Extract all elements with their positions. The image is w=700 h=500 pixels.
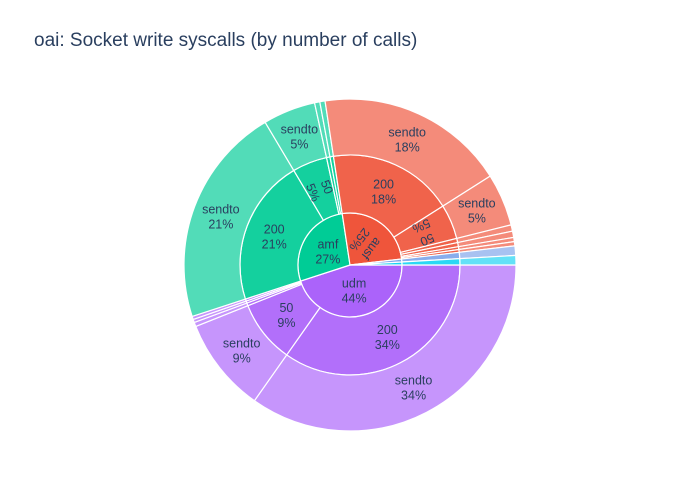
segment-label: amf <box>317 237 338 251</box>
segment-percent: 27% <box>315 252 340 266</box>
segment-label: sendto <box>458 197 496 211</box>
size-label-udm-50: 509% <box>277 301 295 330</box>
syscall-segment-4-0[interactable] <box>459 254 517 266</box>
segment-percent: 18% <box>371 192 396 206</box>
chart-title: oai: Socket write syscalls (by number of… <box>34 30 418 51</box>
segment-label: sendto <box>223 337 261 351</box>
segment-label: sendto <box>202 202 240 216</box>
segment-percent: 5% <box>468 212 486 226</box>
segment-label: 200 <box>264 222 285 236</box>
segment-percent: 5% <box>303 182 323 204</box>
segment-label: 200 <box>373 177 394 191</box>
segment-label: 50 <box>279 301 293 315</box>
segment-percent: 9% <box>233 352 251 366</box>
size-label-amf-50: 505% <box>303 178 336 204</box>
segment-label: sendto <box>281 123 319 137</box>
segment-percent: 18% <box>395 140 420 154</box>
segment-label: 50 <box>318 178 336 196</box>
segment-percent: 34% <box>375 338 400 352</box>
segment-label: sendto <box>388 125 426 139</box>
syscall-segment-udm-200[interactable] <box>253 264 517 432</box>
segment-percent: 5% <box>410 216 432 236</box>
segment-percent: 34% <box>401 388 426 402</box>
segment-percent: 9% <box>277 316 295 330</box>
segment-label: sendto <box>395 373 433 387</box>
segment-label: 200 <box>377 323 398 337</box>
segment-percent: 44% <box>342 292 367 306</box>
segment-percent: 5% <box>290 138 308 152</box>
segment-percent: 21% <box>262 237 287 251</box>
segment-percent: 21% <box>208 217 233 231</box>
segment-label: udm <box>342 277 366 291</box>
